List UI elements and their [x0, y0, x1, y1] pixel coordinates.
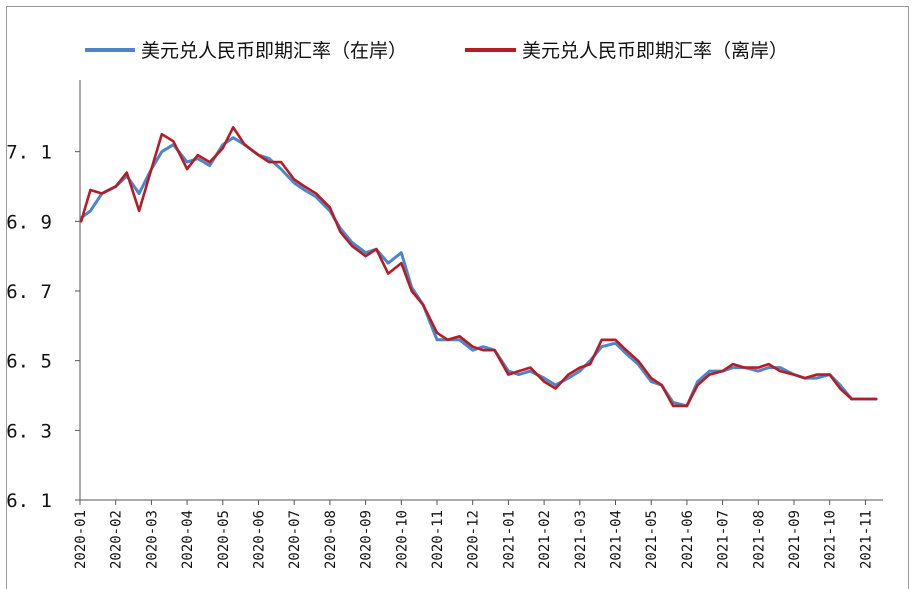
y-tick-label: 6. 5: [6, 351, 52, 373]
axes: 6. 1 6. 3 6. 5 6. 7 6. 9 7. 1 2020-01 2020-02 20…: [6, 80, 883, 569]
y-tick-label: 6. 9: [6, 211, 52, 233]
x-tick-label: 2021-02: [537, 510, 553, 569]
x-tick-label: 2020-04: [180, 510, 196, 569]
x-tick-label: 2020-03: [144, 510, 160, 569]
x-tick-label: 2020-02: [109, 510, 125, 569]
x-tick-label: 2020-01: [73, 510, 89, 569]
y-tick-label: 6. 7: [6, 281, 52, 303]
x-tick-label: 2021-04: [609, 510, 625, 569]
x-tick-label: 2020-09: [359, 510, 375, 569]
x-tick-label: 2020-11: [430, 510, 446, 569]
legend-label-onshore: 美元兑人民币即期汇率（在岸）: [141, 40, 407, 62]
x-tick-label: 2020-05: [216, 510, 232, 569]
x-tick-label: 2021-05: [644, 510, 660, 569]
x-tick-label: 2020-06: [252, 510, 268, 569]
y-tick-label: 7. 1: [6, 142, 52, 164]
x-tick-label: 2021-03: [573, 510, 589, 569]
series-line-onshore: [79, 136, 878, 408]
x-tick-label: 2020-12: [466, 510, 482, 569]
legend: 美元兑人民币即期汇率（在岸） 美元兑人民币即期汇率（离岸）: [85, 40, 788, 62]
x-tick-label: 2020-07: [287, 510, 303, 569]
x-tick-label: 2021-08: [751, 510, 767, 569]
y-tick-label: 6. 3: [6, 420, 52, 442]
series-layer: [79, 126, 878, 408]
legend-label-offshore: 美元兑人民币即期汇率（离岸）: [522, 40, 788, 62]
x-tick-label: 2020-10: [394, 510, 410, 569]
x-tick-label: 2021-11: [858, 510, 874, 569]
x-tick-label: 2021-09: [787, 510, 803, 569]
x-tick-label: 2021-01: [501, 510, 517, 569]
x-tick-label: 2020-08: [323, 510, 339, 569]
x-tick-label: 2021-06: [680, 510, 696, 569]
y-tick-label: 6. 1: [6, 490, 52, 512]
x-tick-label: 2021-07: [716, 510, 732, 569]
x-tick-label: 2021-10: [823, 510, 839, 569]
series-line-offshore: [79, 126, 878, 408]
chart-frame: [6, 6, 909, 589]
